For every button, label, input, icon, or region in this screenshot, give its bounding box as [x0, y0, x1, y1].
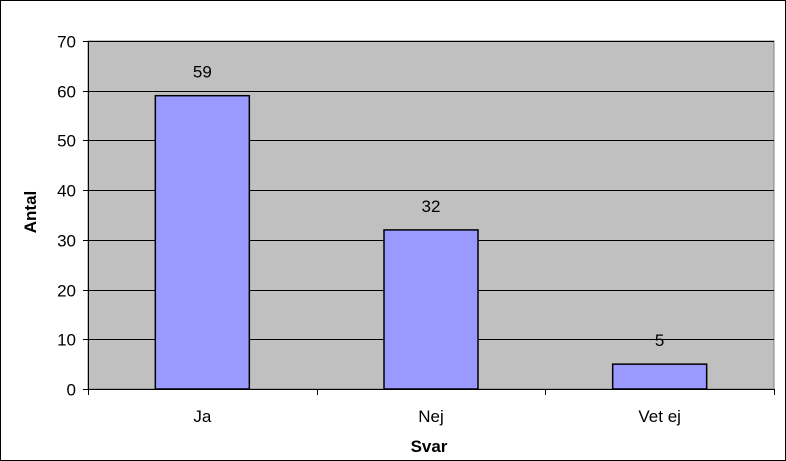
- data-label: 59: [193, 63, 212, 82]
- y-tick-label: 0: [67, 381, 76, 400]
- bar-vet-ej: [611, 363, 708, 390]
- x-axis-ticks: Ja Nej Vet ej: [88, 389, 775, 426]
- bar-ja: [154, 94, 251, 390]
- x-axis-title: Svar: [411, 437, 448, 456]
- data-label: 32: [422, 197, 441, 216]
- data-label: 5: [655, 331, 664, 350]
- x-tick-label: Vet ej: [638, 407, 681, 426]
- bar-nej: [383, 229, 479, 390]
- data-labels: 59 32 5: [193, 63, 665, 350]
- x-tick-label: Nej: [418, 407, 444, 426]
- y-tick-label: 10: [57, 331, 76, 350]
- x-tick-label: Ja: [193, 407, 212, 426]
- y-axis-title: Antal: [21, 191, 40, 234]
- y-tick-label: 50: [57, 132, 76, 151]
- bars: [154, 94, 708, 390]
- y-tick-label: 40: [57, 182, 76, 201]
- y-axis-ticks: 0 10 20 30 40 50 60 70: [57, 33, 88, 400]
- y-tick-label: 70: [57, 33, 76, 52]
- y-tick-label: 30: [57, 232, 76, 251]
- axes: [88, 41, 774, 390]
- y-tick-label: 60: [57, 83, 76, 102]
- y-tick-label: 20: [57, 282, 76, 301]
